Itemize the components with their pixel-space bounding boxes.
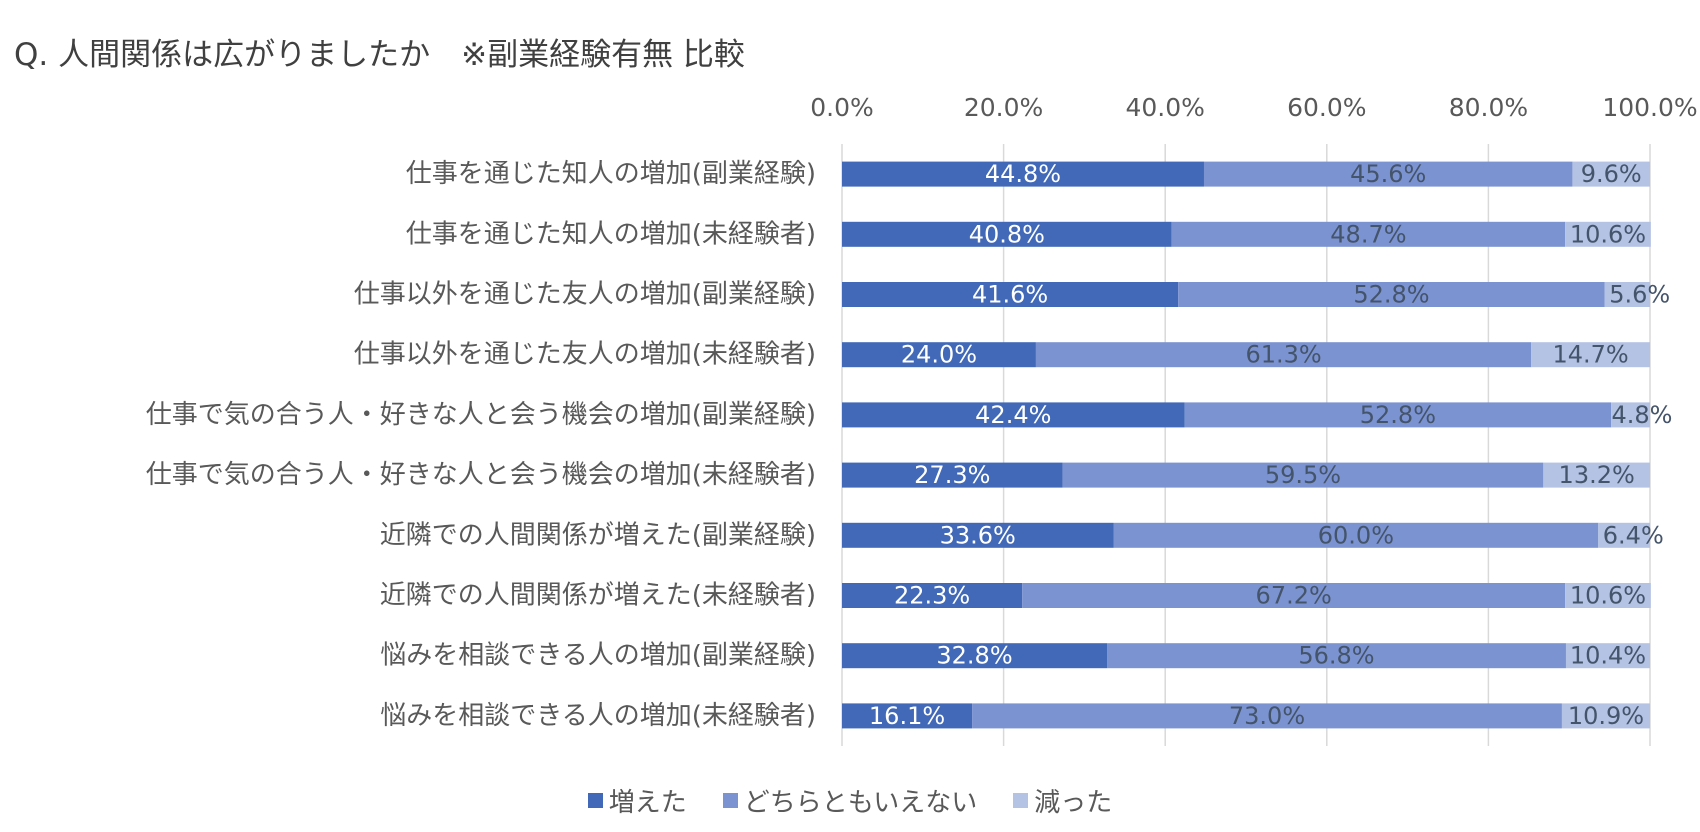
- bar-segment: [1604, 282, 1650, 307]
- data-label: 27.3%: [914, 461, 990, 489]
- bar-segment: [842, 161, 1204, 187]
- legend-swatch: [722, 793, 738, 808]
- bar-segment: [1184, 402, 1612, 428]
- x-tick-label: 100.0%: [1602, 93, 1697, 122]
- bar-segment: [1565, 643, 1650, 669]
- data-label: 44.8%: [985, 160, 1061, 188]
- bar-segment: [1611, 402, 1650, 428]
- bar-segment: [842, 703, 973, 729]
- bar-segment: [1178, 282, 1605, 307]
- data-label: 14.7%: [1552, 341, 1628, 369]
- x-tick-label: 40.0%: [1125, 93, 1204, 122]
- data-label: 42.4%: [975, 401, 1051, 429]
- category-label: 仕事以外を通じた友人の増加(副業経験): [354, 280, 816, 310]
- data-label: 73.0%: [1229, 702, 1305, 730]
- legend-swatch: [1013, 793, 1029, 808]
- data-label: 48.7%: [1330, 220, 1406, 248]
- data-label: 4.8%: [1612, 401, 1673, 429]
- bar-segment: [1035, 342, 1532, 368]
- chart-title: Q. 人間関係は広がりましたか ※副業経験有無 比較: [14, 36, 745, 73]
- category-label: 仕事を通じた知人の増加(副業経験): [406, 159, 816, 189]
- x-tick-label: 80.0%: [1449, 93, 1528, 122]
- legend-label: どちらともいえない: [743, 788, 978, 818]
- legend-swatch: [587, 793, 603, 808]
- data-label: 6.4%: [1603, 521, 1664, 549]
- bar-segment: [1598, 522, 1650, 548]
- legend-item: どちらともいえない: [722, 782, 978, 819]
- bar-segment: [1531, 342, 1650, 368]
- data-label: 61.3%: [1245, 341, 1321, 369]
- legend-item: 増えた: [587, 782, 687, 819]
- bar-segment: [1113, 522, 1599, 548]
- x-tick-label: 0.0%: [810, 93, 874, 122]
- data-label: 60.0%: [1318, 521, 1394, 549]
- bar-segment: [1561, 703, 1650, 729]
- bar-segment: [1543, 462, 1650, 488]
- bar-segment: [842, 221, 1172, 247]
- bar-segment: [1203, 161, 1573, 187]
- data-label: 9.6%: [1581, 160, 1642, 188]
- data-label: 40.8%: [969, 220, 1045, 248]
- x-tick-label: 60.0%: [1287, 93, 1366, 122]
- bar-segment: [842, 342, 1036, 368]
- data-label: 10.4%: [1570, 642, 1646, 670]
- data-label: 33.6%: [940, 521, 1016, 549]
- bar-segment: [842, 583, 1023, 608]
- data-label: 13.2%: [1559, 461, 1635, 489]
- x-tick-label: 20.0%: [964, 93, 1043, 122]
- data-label: 52.8%: [1360, 401, 1436, 429]
- data-label: 22.3%: [894, 582, 970, 610]
- data-label: 24.0%: [901, 341, 977, 369]
- data-label: 52.8%: [1353, 281, 1429, 309]
- bar-segment: [1171, 221, 1566, 247]
- bar-segment: [842, 402, 1185, 428]
- bar-segment: [842, 462, 1063, 488]
- data-label: 56.8%: [1298, 642, 1374, 670]
- bar-segment: [1062, 462, 1544, 488]
- bar-chart: 0.0% 20.0% 40.0% 60.0% 80.0% 100.0% 仕事を通じた知人の増…: [146, 93, 1698, 746]
- category-label: 仕事を通じた知人の増加(未経験者): [406, 219, 816, 249]
- data-label: 5.6%: [1609, 281, 1670, 309]
- data-label: 32.8%: [936, 642, 1012, 670]
- data-label: 45.6%: [1350, 160, 1426, 188]
- category-label: 仕事で気の合う人・好きな人と会う機会の増加(副業経験): [146, 400, 816, 430]
- category-label: 仕事で気の合う人・好きな人と会う機会の増加(未経験者): [146, 460, 816, 490]
- legend-item: 減った: [1013, 782, 1112, 819]
- legend-label: 増えた: [608, 788, 687, 818]
- bar-segment: [1022, 583, 1566, 608]
- bar-segment: [1565, 221, 1651, 247]
- bar-segment: [972, 703, 1562, 729]
- category-label: 仕事以外を通じた友人の増加(未経験者): [354, 340, 816, 370]
- bar-segment: [842, 522, 1114, 548]
- category-label: 悩みを相談できる人の増加(未経験者): [380, 701, 816, 731]
- bar-segment: [1565, 583, 1651, 608]
- data-label: 10.9%: [1568, 702, 1644, 730]
- bar-segment: [1572, 161, 1650, 187]
- data-label: 16.1%: [869, 702, 945, 730]
- bar-segment: [1107, 643, 1566, 669]
- data-label: 10.6%: [1570, 582, 1646, 610]
- category-label: 悩みを相談できる人の増加(副業経験): [380, 641, 816, 671]
- data-label: 10.6%: [1570, 220, 1646, 248]
- category-label: 近隣での人間関係が増えた(未経験者): [380, 581, 816, 611]
- bar-segment: [842, 643, 1108, 669]
- category-label: 近隣での人間関係が増えた(副業経験): [380, 520, 816, 550]
- bar-segment: [842, 282, 1179, 307]
- chart-legend: 増えた どちらともいえない 減った: [0, 782, 1700, 819]
- data-label: 59.5%: [1265, 461, 1341, 489]
- data-label: 67.2%: [1256, 582, 1332, 610]
- legend-label: 減った: [1034, 788, 1113, 818]
- data-label: 41.6%: [972, 281, 1048, 309]
